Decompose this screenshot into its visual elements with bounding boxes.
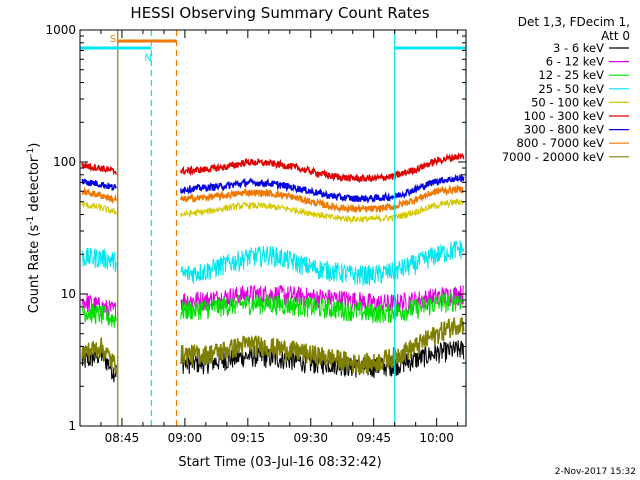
x-tick-label: 09:45 [356, 431, 391, 445]
x-axis-label: Start Time (03-Jul-16 08:32:42) [178, 455, 381, 470]
legend-label: 12 - 25 keV [538, 68, 604, 82]
y-axis-label-mid: detector [27, 156, 42, 216]
legend-label: 800 - 7000 keV [516, 136, 604, 150]
y-tick-label: 100 [53, 155, 76, 169]
y-axis-label: Count Rate (s-1 detector-1) [26, 143, 42, 314]
x-tick-label: 09:00 [168, 431, 203, 445]
series-segment [180, 198, 465, 224]
y-axis-label-end: ) [27, 143, 42, 148]
y-axis-label-main: Count Rate (s [27, 225, 42, 314]
series-segment [81, 178, 117, 192]
y-axis-label-sup1: -1 [26, 216, 36, 225]
x-tick-label: 08:45 [105, 431, 140, 445]
series-50-100-keV-line [81, 198, 465, 224]
series-segment [81, 303, 117, 328]
x-tick-label: 09:30 [293, 431, 328, 445]
series-segment [179, 152, 465, 183]
y-axis-label-sup2: -1 [26, 148, 36, 157]
series-segment [81, 186, 118, 205]
legend-header-line1: Det 1,3, FDecim 1, [518, 15, 630, 29]
series-segment [179, 184, 465, 215]
series-segment [81, 337, 118, 374]
legend-label: 25 - 50 keV [538, 82, 604, 96]
series-segment [81, 201, 117, 215]
data-layer [81, 152, 465, 383]
x-tick-label: 10:00 [419, 431, 454, 445]
legend-label: 50 - 100 keV [531, 95, 604, 109]
series-25-50-keV-line [81, 240, 465, 287]
y-tick-label: 1000 [45, 23, 76, 37]
series-segment [180, 292, 465, 324]
axis-layer: 1 10 100 1000 08:45 09:00 09:15 09:30 09:45 10:00 [45, 23, 466, 445]
chart-title: HESSI Observing Summary Count Rates [130, 4, 429, 22]
footer-date: 2-Nov-2017 15:32 [555, 467, 636, 477]
legend-label: 100 - 300 keV [524, 109, 604, 123]
x-tick-label: 09:15 [231, 431, 266, 445]
legend-label: 6 - 12 keV [546, 55, 604, 69]
legend-label: 300 - 800 keV [524, 123, 604, 137]
series-800-7000-keV-line [81, 184, 465, 215]
legend-header-line2: Att 0 [601, 29, 630, 43]
plot-frame [79, 29, 467, 427]
flag-label-S: S [110, 34, 116, 45]
series-7000-20000-keV-line [81, 317, 465, 375]
series-segment [81, 247, 117, 273]
series-segment [179, 173, 465, 204]
series-300-800-keV-line [81, 173, 465, 204]
legend-label: 3 - 6 keV [553, 41, 604, 55]
series-segment [81, 162, 118, 176]
legend-label: 7000 - 20000 keV [502, 150, 604, 164]
y-tick-label: 10 [61, 287, 76, 301]
series-segment [180, 240, 465, 287]
series-12-25-keV-line [81, 292, 465, 328]
series-segment [81, 294, 117, 322]
series-100-300-keV-line [81, 152, 465, 183]
series-segment [179, 317, 465, 375]
y-tick-label: 1 [68, 419, 76, 433]
flag-label-N: N [144, 53, 151, 64]
